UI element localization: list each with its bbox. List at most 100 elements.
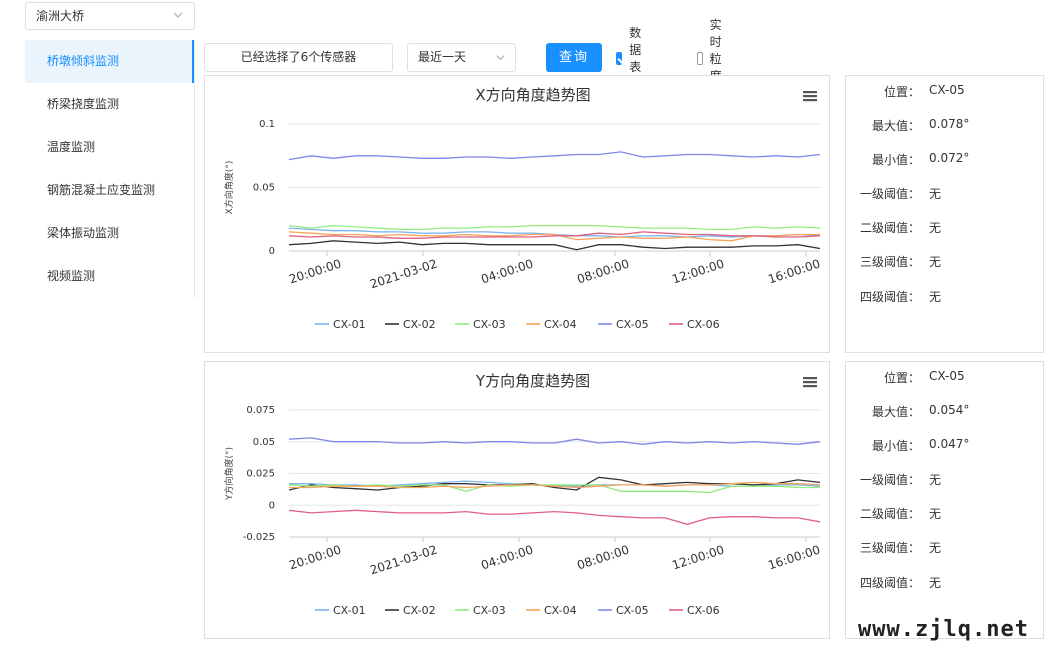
legend-item[interactable]: CX-03 <box>455 604 506 617</box>
x-angle-chart-card: X方向角度趋势图 X方向角度(°) 0.1 0.05 0 20:00:00 2021-03-… <box>204 75 830 353</box>
sidebar-nav: 桥墩倾斜监测 桥梁挠度监测 温度监测 钢筋混凝土应变监测 梁体振动监测 视频监测 <box>25 40 195 298</box>
info-value: 无 <box>929 541 942 555</box>
query-button[interactable]: 查询 <box>546 43 602 72</box>
legend-item[interactable]: CX-02 <box>385 604 436 617</box>
legend-label: CX-03 <box>473 318 506 331</box>
data-table-checkbox[interactable]: 数据表格 <box>616 26 648 91</box>
legend-item[interactable]: CX-02 <box>385 318 436 331</box>
legend-label: CX-02 <box>403 318 436 331</box>
legend-label: CX-02 <box>403 604 436 617</box>
series-line-cx-06 <box>288 509 821 525</box>
menu-bar <box>803 381 817 384</box>
chevron-down-icon <box>496 55 505 61</box>
x-tick-label: 20:00:00 <box>287 543 343 573</box>
info-row: 三级阈值： 无 <box>846 253 1045 269</box>
info-label: 位置： <box>883 85 920 99</box>
x-info-panel: 位置： CX-05 最大值： 0.078° 最小值： 0.072° 一级阈值：无二级阈值：无… <box>845 75 1044 353</box>
info-row: 一级阈值： 无 <box>846 471 1045 487</box>
x-tick-label: 2021-03-02 <box>368 543 439 578</box>
info-value: 无 <box>929 473 942 487</box>
legend-item[interactable]: CX-06 <box>669 318 720 331</box>
sidebar-item-pier-tilt[interactable]: 桥墩倾斜监测 <box>25 40 194 83</box>
y-axis-label: Y方向角度(°) <box>223 447 235 501</box>
y-tick-label: -0.025 <box>243 532 275 543</box>
info-label: 位置： <box>883 371 920 385</box>
x-tick-label: 04:00:00 <box>479 257 535 287</box>
x-tick-label: 12:00:00 <box>670 257 726 287</box>
time-range-select[interactable]: 最近一天 <box>407 43 516 72</box>
menu-bar <box>803 95 817 98</box>
legend-item[interactable]: CX-06 <box>669 604 720 617</box>
series-line-cx-02 <box>288 240 821 251</box>
legend-item[interactable]: CX-05 <box>598 604 649 617</box>
legend-item[interactable]: CX-01 <box>315 604 366 617</box>
info-label: 四级阈值： <box>859 290 920 304</box>
y-tick-label: 0 <box>269 246 275 257</box>
info-row: 二级阈值： 无 <box>846 219 1045 235</box>
checkbox-unchecked-icon[interactable] <box>697 51 703 65</box>
legend-item[interactable]: CX-04 <box>526 318 577 331</box>
legend-item[interactable]: CX-05 <box>598 318 649 331</box>
legend-item[interactable]: CX-01 <box>315 318 366 331</box>
sidebar-item-vibration[interactable]: 梁体振动监测 <box>25 212 194 255</box>
realtime-checkbox[interactable]: 实时粒度ⓘ <box>697 18 729 100</box>
series-line-cx-04 <box>289 481 821 489</box>
menu-bar <box>803 99 817 102</box>
info-row: 三级阈值： 无 <box>846 539 1045 555</box>
y-angle-chart-card: Y方向角度趋势图 Y方向角度(°) 0.075 0.05 0.025 0 -0.025 20:… <box>204 361 830 639</box>
y-tick-label: 0 <box>269 500 275 511</box>
series-line-cx-06 <box>288 231 821 239</box>
hamburger-menu-icon[interactable] <box>803 377 817 388</box>
checkbox-checked-icon[interactable] <box>616 51 623 65</box>
legend-item[interactable]: CX-04 <box>526 604 577 617</box>
x-tick-label: 08:00:00 <box>575 257 631 287</box>
sidebar-item-label: 桥墩倾斜监测 <box>47 54 120 68</box>
info-value: 无 <box>929 507 942 521</box>
info-label: 最小值： <box>871 439 920 453</box>
info-label: 最大值： <box>871 405 920 419</box>
info-value: 无 <box>929 290 942 304</box>
hamburger-menu-icon[interactable] <box>803 91 817 102</box>
info-row: 位置： CX-05 <box>846 83 1045 99</box>
info-value: 0.047° <box>929 437 970 451</box>
info-label: 四级阈值： <box>859 576 920 590</box>
line-chart: X方向角度趋势图 X方向角度(°) 0.1 0.05 0 20:00:00 2021-03-… <box>223 86 822 331</box>
legend-label: CX-06 <box>687 318 720 331</box>
info-value: 无 <box>929 187 942 201</box>
x-tick-label: 04:00:00 <box>479 543 535 573</box>
info-label: 一级阈值： <box>859 473 920 487</box>
info-row: 二级阈值： 无 <box>846 505 1045 521</box>
y-info-panel: 位置： CX-05 最大值： 0.054° 最小值： 0.047° 一级阈值：无二级阈值：无… <box>845 361 1044 639</box>
x-tick-label: 16:00:00 <box>766 543 822 573</box>
sidebar-item-temperature[interactable]: 温度监测 <box>25 126 194 169</box>
sidebar-item-label: 温度监测 <box>47 140 96 154</box>
sidebar-item-strain[interactable]: 钢筋混凝土应变监测 <box>25 169 194 212</box>
menu-bar <box>803 377 817 380</box>
chevron-down-icon <box>173 12 183 18</box>
x-tick-label: 08:00:00 <box>575 543 631 573</box>
watermark: www.zjlq.net <box>858 617 1029 642</box>
info-row: 最小值： 0.072° <box>846 151 1045 167</box>
sensor-select-button[interactable]: 已经选择了6个传感器 <box>204 43 393 72</box>
info-label: 三级阈值： <box>859 255 920 269</box>
x-tick-label: 2021-03-02 <box>368 257 439 292</box>
info-value: CX-05 <box>929 83 965 97</box>
line-chart: Y方向角度趋势图 Y方向角度(°) 0.075 0.05 0.025 0 -0.025 20:… <box>223 372 822 617</box>
y-tick-label: 0.05 <box>253 437 275 448</box>
sidebar-item-deflection[interactable]: 桥梁挠度监测 <box>25 83 194 126</box>
info-value: CX-05 <box>929 369 965 383</box>
x-tick-label: 16:00:00 <box>766 257 822 287</box>
info-value: 0.078° <box>929 117 970 131</box>
bridge-select[interactable]: 渝洲大桥 <box>25 2 195 30</box>
info-row: 最小值： 0.047° <box>846 437 1045 453</box>
legend-item[interactable]: CX-03 <box>455 318 506 331</box>
info-label: 最大值： <box>871 119 920 133</box>
info-value: 无 <box>929 255 942 269</box>
sidebar-item-video[interactable]: 视频监测 <box>25 255 194 298</box>
sidebar-item-label: 钢筋混凝土应变监测 <box>47 183 156 197</box>
series-line-cx-05 <box>288 151 821 161</box>
sidebar-item-label: 视频监测 <box>47 269 96 283</box>
info-row: 一级阈值： 无 <box>846 185 1045 201</box>
menu-bar <box>803 385 817 388</box>
info-label: 最小值： <box>871 153 920 167</box>
